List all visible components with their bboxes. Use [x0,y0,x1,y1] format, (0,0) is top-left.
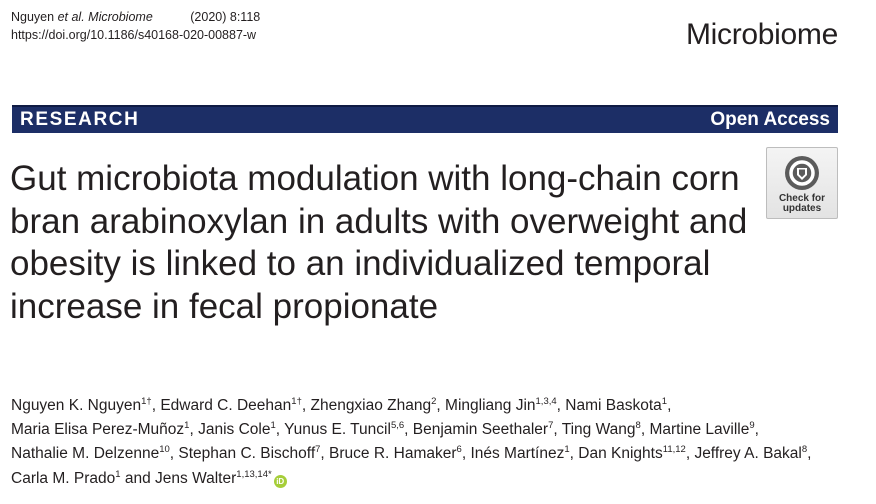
author-separator: , [320,445,330,463]
author-affiliation: 1† [291,396,302,407]
author-separator: , [553,421,562,439]
author-separator: , [807,445,812,463]
author-affiliation: 1† [141,396,152,407]
crossmark-icon [785,156,819,190]
badge-text-line2: updates [782,203,822,214]
author-affiliation: 10 [159,444,170,456]
author-separator: , [436,397,446,414]
author-line: Maria Elisa Perez-Muñoz1, Janis Cole1, Y… [11,418,871,442]
check-for-updates-badge[interactable]: Check for updates [766,147,838,219]
author-affiliation: 1 [661,396,668,407]
author-name[interactable]: Nguyen K. Nguyen [11,397,142,414]
author-name[interactable]: Edward C. Deehan [160,397,292,414]
author-separator: , [461,445,471,463]
citation-etal-journal: et al. Microbiome [57,10,153,24]
orcid-icon[interactable]: iD [273,474,287,488]
author-separator: , [569,445,579,463]
article-type-label: RESEARCH [20,109,140,130]
author-affiliation: 7 [315,444,321,456]
author-name[interactable]: Jens Walter [155,469,237,487]
author-separator: , [151,397,161,414]
author-affiliation: 1 [115,468,121,480]
author-name[interactable]: Mingliang Jin [445,397,536,414]
author-line: Nguyen K. Nguyen1†, Edward C. Deehan1†, … [11,394,871,418]
author-affiliation: 5,6 [390,420,405,432]
author-affiliation: 1 [270,420,276,432]
journal-name: Microbiome [685,18,838,51]
author-affiliation: 1,3,4 [535,396,557,407]
author-separator: , [556,397,566,414]
citation-line: Nguyen et al. Microbiome (2020) 8:118 [11,8,260,26]
author-separator: , [404,421,413,439]
badge-text-line1: Check for [778,193,826,204]
author-name[interactable]: Nami Baskota [565,397,662,414]
author-separator: , [667,397,672,414]
author-name[interactable]: Jeffrey A. Bakal [694,445,802,463]
author-affiliation: 8 [801,444,808,456]
author-name[interactable]: Inés Martínez [470,445,565,463]
author-separator: , [189,421,199,439]
author-name[interactable]: Zhengxiao Zhang [310,397,432,414]
citation-author: Nguyen [11,10,55,24]
author-affiliation: 8 [635,420,641,432]
author-name[interactable]: Maria Elisa Perez-Muñoz [11,421,185,439]
author-affiliation: 2 [431,396,437,407]
author-affiliation: 9 [749,420,755,432]
citation-block: Nguyen et al. Microbiome (2020) 8:118 ht… [11,8,260,44]
author-separator: , [301,397,311,414]
author-affiliation: 7 [548,420,554,432]
author-name[interactable]: Ting Wang [561,421,636,439]
author-separator: , [640,421,650,439]
author-separator: , [754,421,759,439]
author-line: Carla M. Prado1 and Jens Walter1,13,14*i… [11,467,871,491]
author-affiliation: 1 [564,444,570,456]
author-name[interactable]: Martine Laville [649,421,750,439]
author-affiliation: 6 [456,444,462,456]
open-access-label: Open Access [710,109,830,130]
author-affiliation: 11,12 [662,444,686,456]
author-affiliation: 1,13,14* [236,468,272,480]
author-separator: , [275,421,285,439]
author-name[interactable]: Stephan C. Bischoff [178,445,316,463]
citation-doi[interactable]: https://doi.org/10.1186/s40168-020-00887… [11,28,257,42]
article-type-banner: RESEARCH Open Access [12,105,838,133]
author-line: Nathalie M. Delzenne10, Stephan C. Bisch… [11,442,871,466]
citation-year-volume: (2020) 8:118 [190,10,261,24]
author-name[interactable]: Janis Cole [198,421,271,439]
author-name[interactable]: Carla M. Prado [11,469,116,487]
author-separator: , [169,445,179,463]
author-list: Nguyen K. Nguyen1†, Edward C. Deehan1†, … [11,394,871,491]
author-name[interactable]: Benjamin Seethaler [412,421,549,439]
article-title: Gut microbiota modulation with long-chai… [10,159,748,326]
author-name[interactable]: Yunus E. Tuncil [284,421,391,439]
author-separator: , [685,445,695,463]
author-name[interactable]: Dan Knights [578,445,663,463]
author-affiliation: 1 [184,420,190,432]
author-name[interactable]: Bruce R. Hamaker [329,445,457,463]
author-name[interactable]: Nathalie M. Delzenne [11,445,160,463]
author-separator: and [120,469,156,487]
